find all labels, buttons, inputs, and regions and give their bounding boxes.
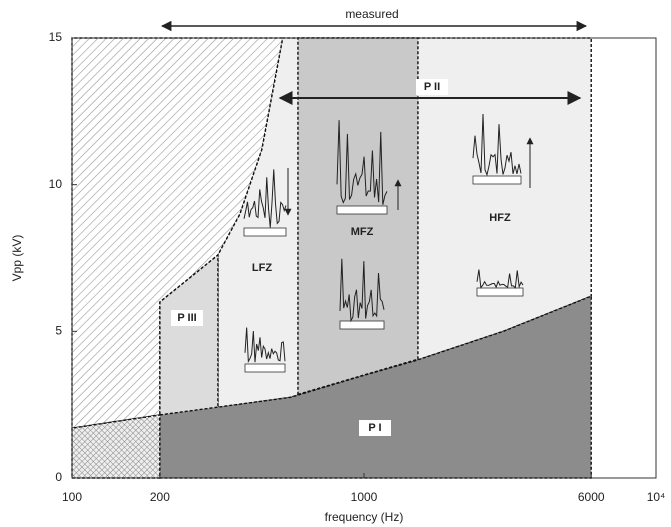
y-tick-label: 5 [55, 324, 62, 338]
wave-box [337, 206, 387, 214]
annotation: MFZ [351, 226, 374, 238]
chart: frequency (Hz) Vpp (kV) 1002001000600010… [0, 0, 671, 527]
wave-box [477, 288, 523, 296]
region [298, 38, 418, 394]
x-tick-label: 100 [62, 490, 82, 504]
annotation: P II [424, 81, 440, 93]
wave-box [340, 321, 384, 329]
wave-box [244, 228, 286, 236]
wave-box [245, 364, 285, 372]
y-tick-label: 10 [49, 177, 63, 191]
annotation: P I [368, 422, 381, 434]
x-tick-label: 10⁴ [647, 490, 666, 504]
annotation: P III [177, 312, 196, 324]
page: {"chart_data": {"type": "region", "x_lab… [0, 0, 671, 527]
y-tick-label: 0 [55, 470, 62, 484]
x-tick-label: 6000 [578, 490, 605, 504]
x-axis-label: frequency (Hz) [325, 510, 404, 524]
y-tick-label: 15 [49, 30, 63, 44]
x-tick-label: 200 [150, 490, 170, 504]
y-axis-label: Vpp (kV) [10, 235, 24, 282]
annotation: measured [345, 7, 398, 21]
annotation: HFZ [489, 212, 511, 224]
annotation: LFZ [252, 262, 272, 274]
wave-box [473, 176, 521, 184]
plot-area [72, 38, 591, 478]
x-tick-label: 1000 [351, 490, 378, 504]
